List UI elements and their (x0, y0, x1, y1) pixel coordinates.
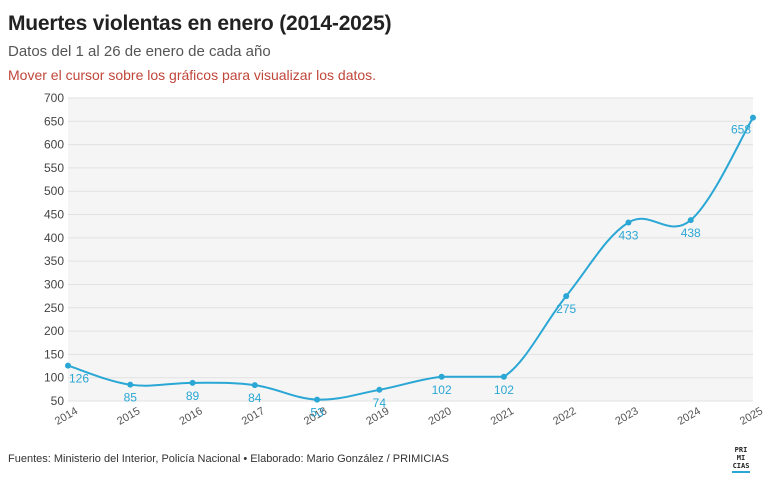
data-point (376, 386, 383, 393)
primicias-logo: PRI MI CIAS (732, 446, 750, 473)
data-point (314, 396, 321, 403)
data-point (750, 114, 756, 121)
data-point (625, 219, 632, 226)
y-tick-label: 400 (44, 231, 64, 245)
data-point (500, 373, 507, 380)
y-tick-label: 200 (44, 324, 64, 338)
y-tick-label: 250 (44, 301, 64, 315)
data-label: 74 (373, 396, 387, 410)
y-tick-label: 450 (44, 208, 64, 222)
data-point (563, 293, 570, 300)
data-label: 126 (69, 372, 89, 386)
data-label: 102 (494, 383, 514, 397)
x-tick-label: 2021 (489, 405, 516, 428)
y-tick-label: 700 (44, 91, 64, 105)
hover-hint: Mover el cursor sobre los gráficos para … (8, 67, 377, 83)
data-label: 84 (248, 391, 262, 405)
logo-line-1: PRI (734, 446, 748, 454)
data-label: 438 (681, 226, 701, 240)
chart-subtitle: Datos del 1 al 26 de enero de cada año (8, 43, 271, 60)
data-point (438, 373, 445, 380)
data-label: 85 (124, 391, 138, 405)
data-label: 433 (618, 228, 638, 242)
data-label: 102 (432, 383, 452, 397)
logo-line-2: MI (736, 454, 746, 462)
data-point (251, 382, 258, 389)
x-tick-label: 2022 (551, 405, 578, 428)
y-tick-label: 550 (44, 161, 64, 175)
x-tick-label: 2023 (613, 405, 640, 428)
data-point (687, 217, 694, 224)
chart-title: Muertes violentas en enero (2014-2025) (8, 12, 392, 35)
x-tick-label: 2020 (427, 405, 454, 428)
data-point (127, 381, 134, 388)
logo-line-3: CIAS (732, 462, 750, 470)
x-tick-label: 2015 (115, 405, 142, 428)
data-point (189, 379, 196, 386)
y-tick-label: 600 (44, 138, 64, 152)
data-label: 658 (731, 123, 751, 137)
plot-area (68, 98, 753, 401)
y-tick-label: 300 (44, 277, 64, 291)
y-tick-label: 650 (44, 114, 64, 128)
y-tick-label: 500 (44, 184, 64, 198)
x-tick-label: 2024 (676, 405, 703, 428)
x-tick-label: 2025 (738, 405, 765, 428)
y-tick-label: 50 (51, 394, 65, 408)
x-tick-label: 2014 (53, 405, 80, 428)
x-tick-label: 2016 (177, 405, 204, 428)
data-label: 275 (556, 302, 576, 316)
source-footer: Fuentes: Ministerio del Interior, Policí… (8, 453, 449, 465)
data-label: 53 (310, 406, 324, 420)
logo-accent-bar (732, 471, 750, 473)
x-tick-label: 2017 (240, 405, 267, 428)
y-tick-label: 350 (44, 254, 64, 268)
data-label: 89 (186, 389, 200, 403)
y-tick-label: 150 (44, 347, 64, 361)
data-point (65, 362, 71, 369)
y-tick-label: 100 (44, 371, 64, 385)
